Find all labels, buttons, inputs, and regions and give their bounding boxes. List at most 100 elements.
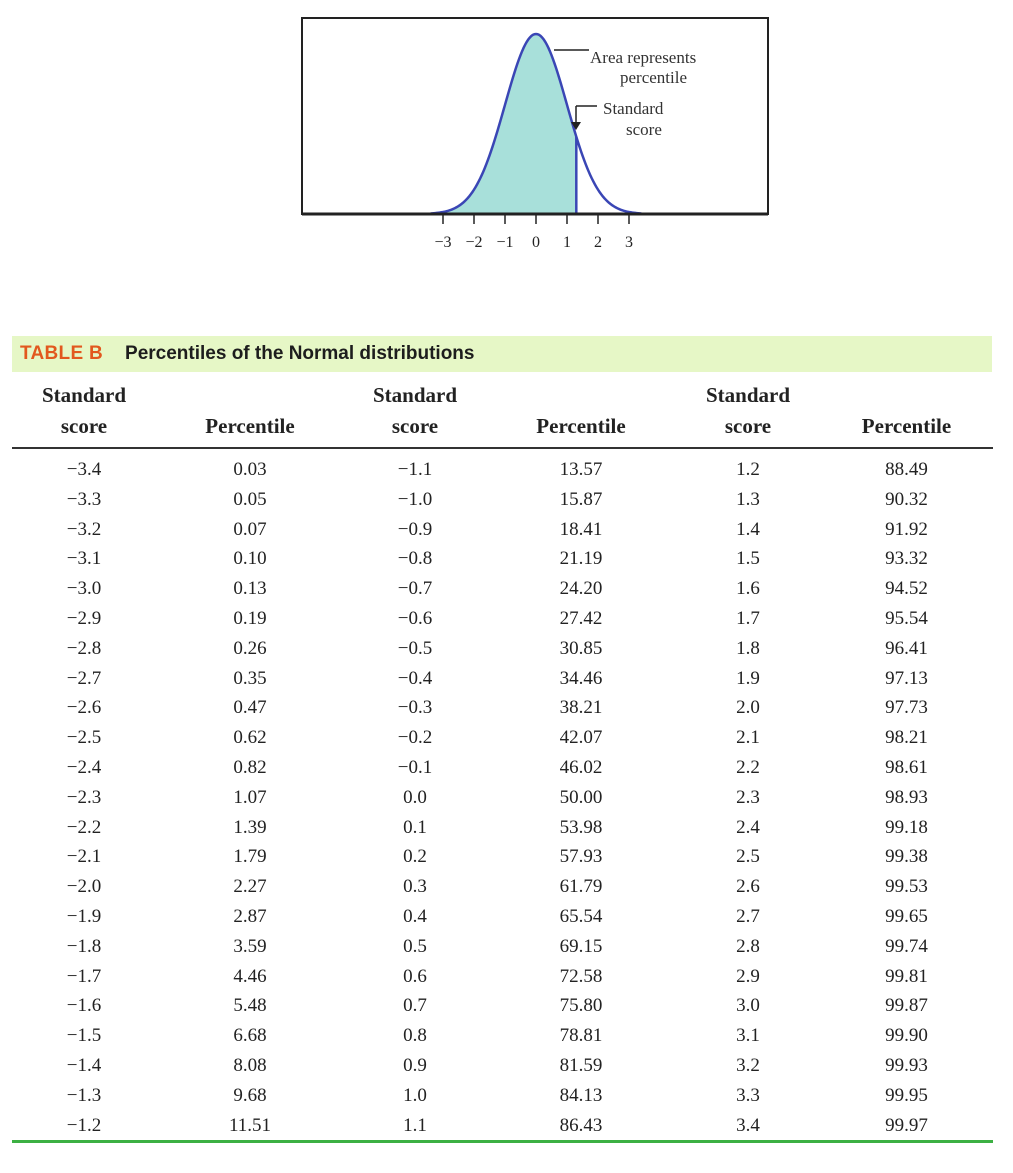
table-title: Percentiles of the Normal distributions: [125, 343, 475, 364]
percentile-cell: 91.92: [885, 518, 928, 540]
standard-score-cell: −0.6: [397, 607, 433, 629]
percentile-cell: 99.97: [820, 1110, 993, 1144]
percentile-cell: 18.41: [559, 518, 603, 540]
percentile-cell: 0.13: [233, 578, 267, 600]
percentile-cell: 0.07: [233, 518, 267, 540]
percentile-cell: 38.21: [559, 697, 603, 719]
percentile-cell: 99.65: [885, 905, 928, 927]
standard-score-cell: 0.7: [403, 995, 427, 1017]
percentile-cell: 95.54: [885, 607, 928, 629]
percentile-cell: 97.73: [885, 697, 928, 719]
header-percentile-2: Percentile: [486, 380, 676, 449]
annotation-area-line1: Area represents: [590, 48, 696, 67]
standard-score-cell: −3.1: [66, 548, 102, 570]
percentile-cell: 99.81: [885, 965, 928, 987]
percentile-cell: 90.32: [885, 488, 928, 510]
percentile-cell: 0.19: [233, 607, 267, 629]
percentile-cell: 1.07: [233, 786, 267, 808]
axis-tick-label: 2: [594, 234, 602, 251]
table-row: −2.3 1.07 0.0 50.00 2.3 98.93: [12, 783, 993, 813]
standard-score-cell: 0.6: [403, 965, 427, 987]
percentile-cell: 72.58: [559, 965, 603, 987]
percentile-cell: 0.26: [233, 637, 267, 659]
percentile-cell: 75.80: [559, 995, 603, 1017]
standard-score-cell: −1.6: [66, 995, 102, 1017]
standard-score-cell: −0.8: [397, 548, 433, 570]
axis-tick-label: −1: [496, 234, 513, 251]
table-row: −1.4 8.08 0.9 81.59 3.2 99.93: [12, 1051, 993, 1081]
standard-score-cell: 2.0: [736, 697, 760, 719]
header-standard-score-2: Standard score: [344, 380, 486, 449]
table-row: −2.1 1.79 0.2 57.93 2.5 99.38: [12, 842, 993, 872]
percentile-cell: 21.19: [559, 548, 603, 570]
percentile-cell: 3.59: [233, 935, 267, 957]
axis-tick-label: −3: [434, 234, 451, 251]
axis-ticks: −3 −2 −1 0 1 2 3: [434, 214, 633, 251]
standard-score-cell: 2.9: [736, 965, 760, 987]
percentile-cell: 0.62: [233, 727, 267, 749]
standard-score-cell: 0.3: [403, 876, 427, 898]
percentile-cell: 81.59: [559, 1054, 603, 1076]
standard-score-cell: 1.2: [736, 459, 760, 480]
table-row: −2.0 2.27 0.3 61.79 2.6 99.53: [12, 872, 993, 902]
standard-score-cell: 0.0: [403, 786, 427, 808]
percentile-table: Standard score Percentile Standard score P…: [12, 380, 993, 1144]
standard-score-cell: −0.1: [397, 756, 433, 778]
standard-score-cell: 0.8: [403, 1025, 427, 1047]
standard-score-cell: 2.4: [736, 816, 760, 838]
standard-score-cell: −3.0: [66, 578, 102, 600]
percentile-cell: 0.10: [233, 548, 267, 570]
standard-score-cell: 1.6: [736, 578, 760, 600]
axis-tick-label: 0: [532, 234, 540, 251]
percentile-cell: 0.05: [233, 488, 267, 510]
percentile-cell: 98.93: [885, 786, 928, 808]
percentile-cell: 57.93: [559, 846, 603, 868]
standard-score-cell: −1.5: [66, 1025, 102, 1047]
standard-score-cell: 0.2: [403, 846, 427, 868]
standard-score-cell: −2.8: [66, 637, 102, 659]
standard-score-cell: 0.4: [403, 905, 427, 927]
percentile-cell: 88.49: [885, 459, 928, 480]
percentile-cell: 97.13: [885, 667, 928, 689]
standard-score-cell: 3.0: [736, 995, 760, 1017]
annotation-score-line2: score: [626, 120, 662, 139]
standard-score-cell: −3.2: [66, 518, 102, 540]
annotation-area-line2: percentile: [620, 68, 687, 87]
standard-score-cell: 2.2: [736, 756, 760, 778]
table-row: −1.2 11.51 1.1 86.43 3.4 99.97: [12, 1110, 993, 1144]
standard-score-cell: −1.0: [397, 488, 433, 510]
percentile-cell: 93.32: [885, 548, 928, 570]
standard-score-cell: 1.3: [736, 488, 760, 510]
percentile-cell: 11.51: [156, 1110, 344, 1144]
shaded-area: [430, 34, 577, 214]
standard-score-cell: −2.1: [66, 846, 102, 868]
table-row: −3.0 0.13 −0.7 24.20 1.6 94.52: [12, 574, 993, 604]
standard-score-cell: 3.2: [736, 1054, 760, 1076]
percentile-cell: 99.18: [885, 816, 928, 838]
standard-score-cell: 2.8: [736, 935, 760, 957]
table-row: −1.3 9.68 1.0 84.13 3.3 99.95: [12, 1081, 993, 1111]
axis-tick-label: 3: [625, 234, 633, 251]
percentile-cell: 0.03: [233, 459, 267, 480]
standard-score-cell: 3.3: [736, 1084, 760, 1106]
percentile-cell: 34.46: [559, 667, 603, 689]
annotation-score-line1: Standard: [603, 99, 664, 118]
percentile-cell: 78.81: [559, 1025, 603, 1047]
table-title-bar: TABLE B Percentiles of the Normal distri…: [12, 336, 992, 372]
percentile-cell: 0.82: [233, 756, 267, 778]
standard-score-cell: 1.9: [736, 667, 760, 689]
percentile-cell: 98.61: [885, 756, 928, 778]
standard-score-cell: −1.3: [66, 1084, 102, 1106]
axis-tick-label: −2: [465, 234, 482, 251]
table-row: −2.8 0.26 −0.5 30.85 1.8 96.41: [12, 634, 993, 664]
standard-score-cell: −2.0: [66, 876, 102, 898]
axis-tick-label: 1: [563, 234, 571, 251]
table-row: −3.1 0.10 −0.8 21.19 1.5 93.32: [12, 544, 993, 574]
standard-score-cell: −1.2: [12, 1110, 156, 1144]
standard-score-cell: −2.9: [66, 607, 102, 629]
table-label: TABLE B: [20, 343, 104, 364]
percentile-cell: 99.87: [885, 995, 928, 1017]
percentile-cell: 0.47: [233, 697, 267, 719]
percentile-cell: 50.00: [559, 786, 603, 808]
standard-score-cell: 2.5: [736, 846, 760, 868]
